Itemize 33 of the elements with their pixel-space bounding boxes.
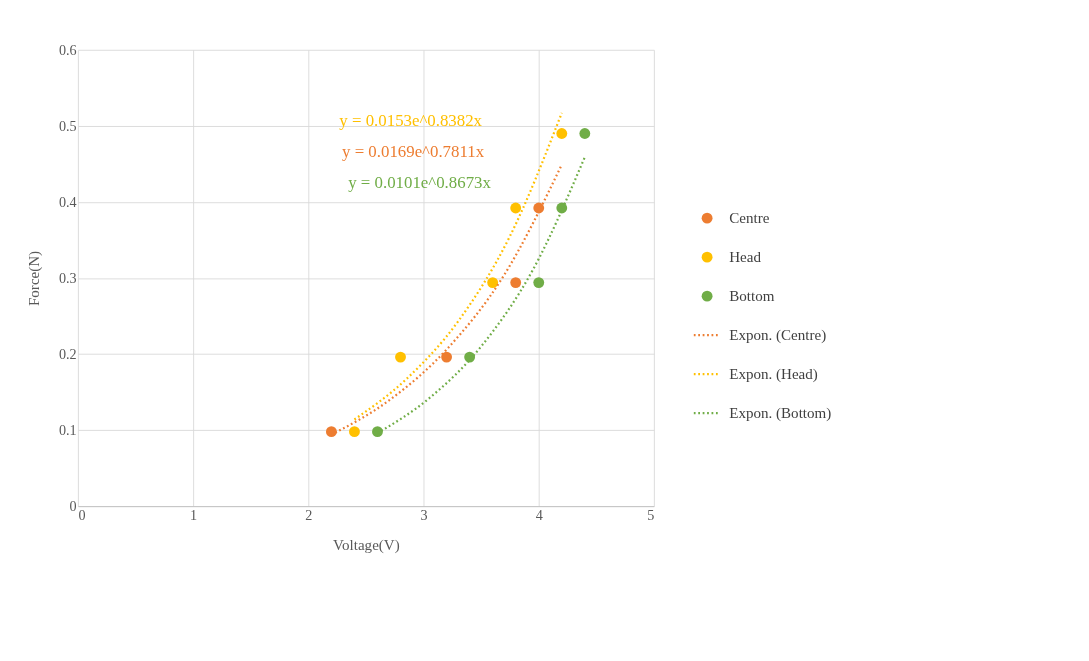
x-tick-label: 3: [420, 506, 428, 523]
y-tick-label: 0.6: [58, 41, 77, 58]
x-tick-label: 5: [647, 506, 655, 523]
x-tick-label: 2: [305, 506, 313, 523]
y-axis-title: Force(N): [26, 250, 44, 307]
x-tick-label: 4: [535, 506, 543, 523]
point: [556, 128, 568, 139]
annotation: y = 0.0153e^0.8382x: [339, 111, 483, 131]
point: [349, 426, 360, 438]
point: [325, 426, 337, 438]
point: [510, 202, 522, 214]
legend-label: Head: [729, 248, 762, 265]
y-tick-label: 0.3: [58, 269, 77, 286]
legend-label: Expon. (Head): [729, 365, 818, 383]
legend-label: Bottom: [729, 287, 775, 304]
point: [533, 277, 545, 288]
legend-label: Expon. (Centre): [729, 326, 827, 344]
x-axis-title: Voltage(V): [333, 537, 400, 555]
point: [579, 128, 591, 139]
point: [441, 351, 453, 363]
point: [487, 277, 499, 288]
y-tick-label: 0.4: [58, 193, 77, 210]
x-tick-label: 1: [190, 506, 198, 523]
point: [510, 277, 522, 288]
y-tick-label: 0.5: [58, 117, 77, 134]
y-tick-label: 0.2: [58, 345, 77, 362]
annotation: y = 0.0101e^0.8673x: [348, 173, 492, 193]
point: [395, 351, 406, 363]
legend-label: Centre: [729, 209, 770, 226]
point: [372, 426, 383, 438]
legend-label: Expon. (Bottom): [729, 404, 832, 422]
annotation: y = 0.0169e^0.7811x: [342, 142, 485, 162]
y-tick-label: 0.1: [58, 421, 77, 438]
